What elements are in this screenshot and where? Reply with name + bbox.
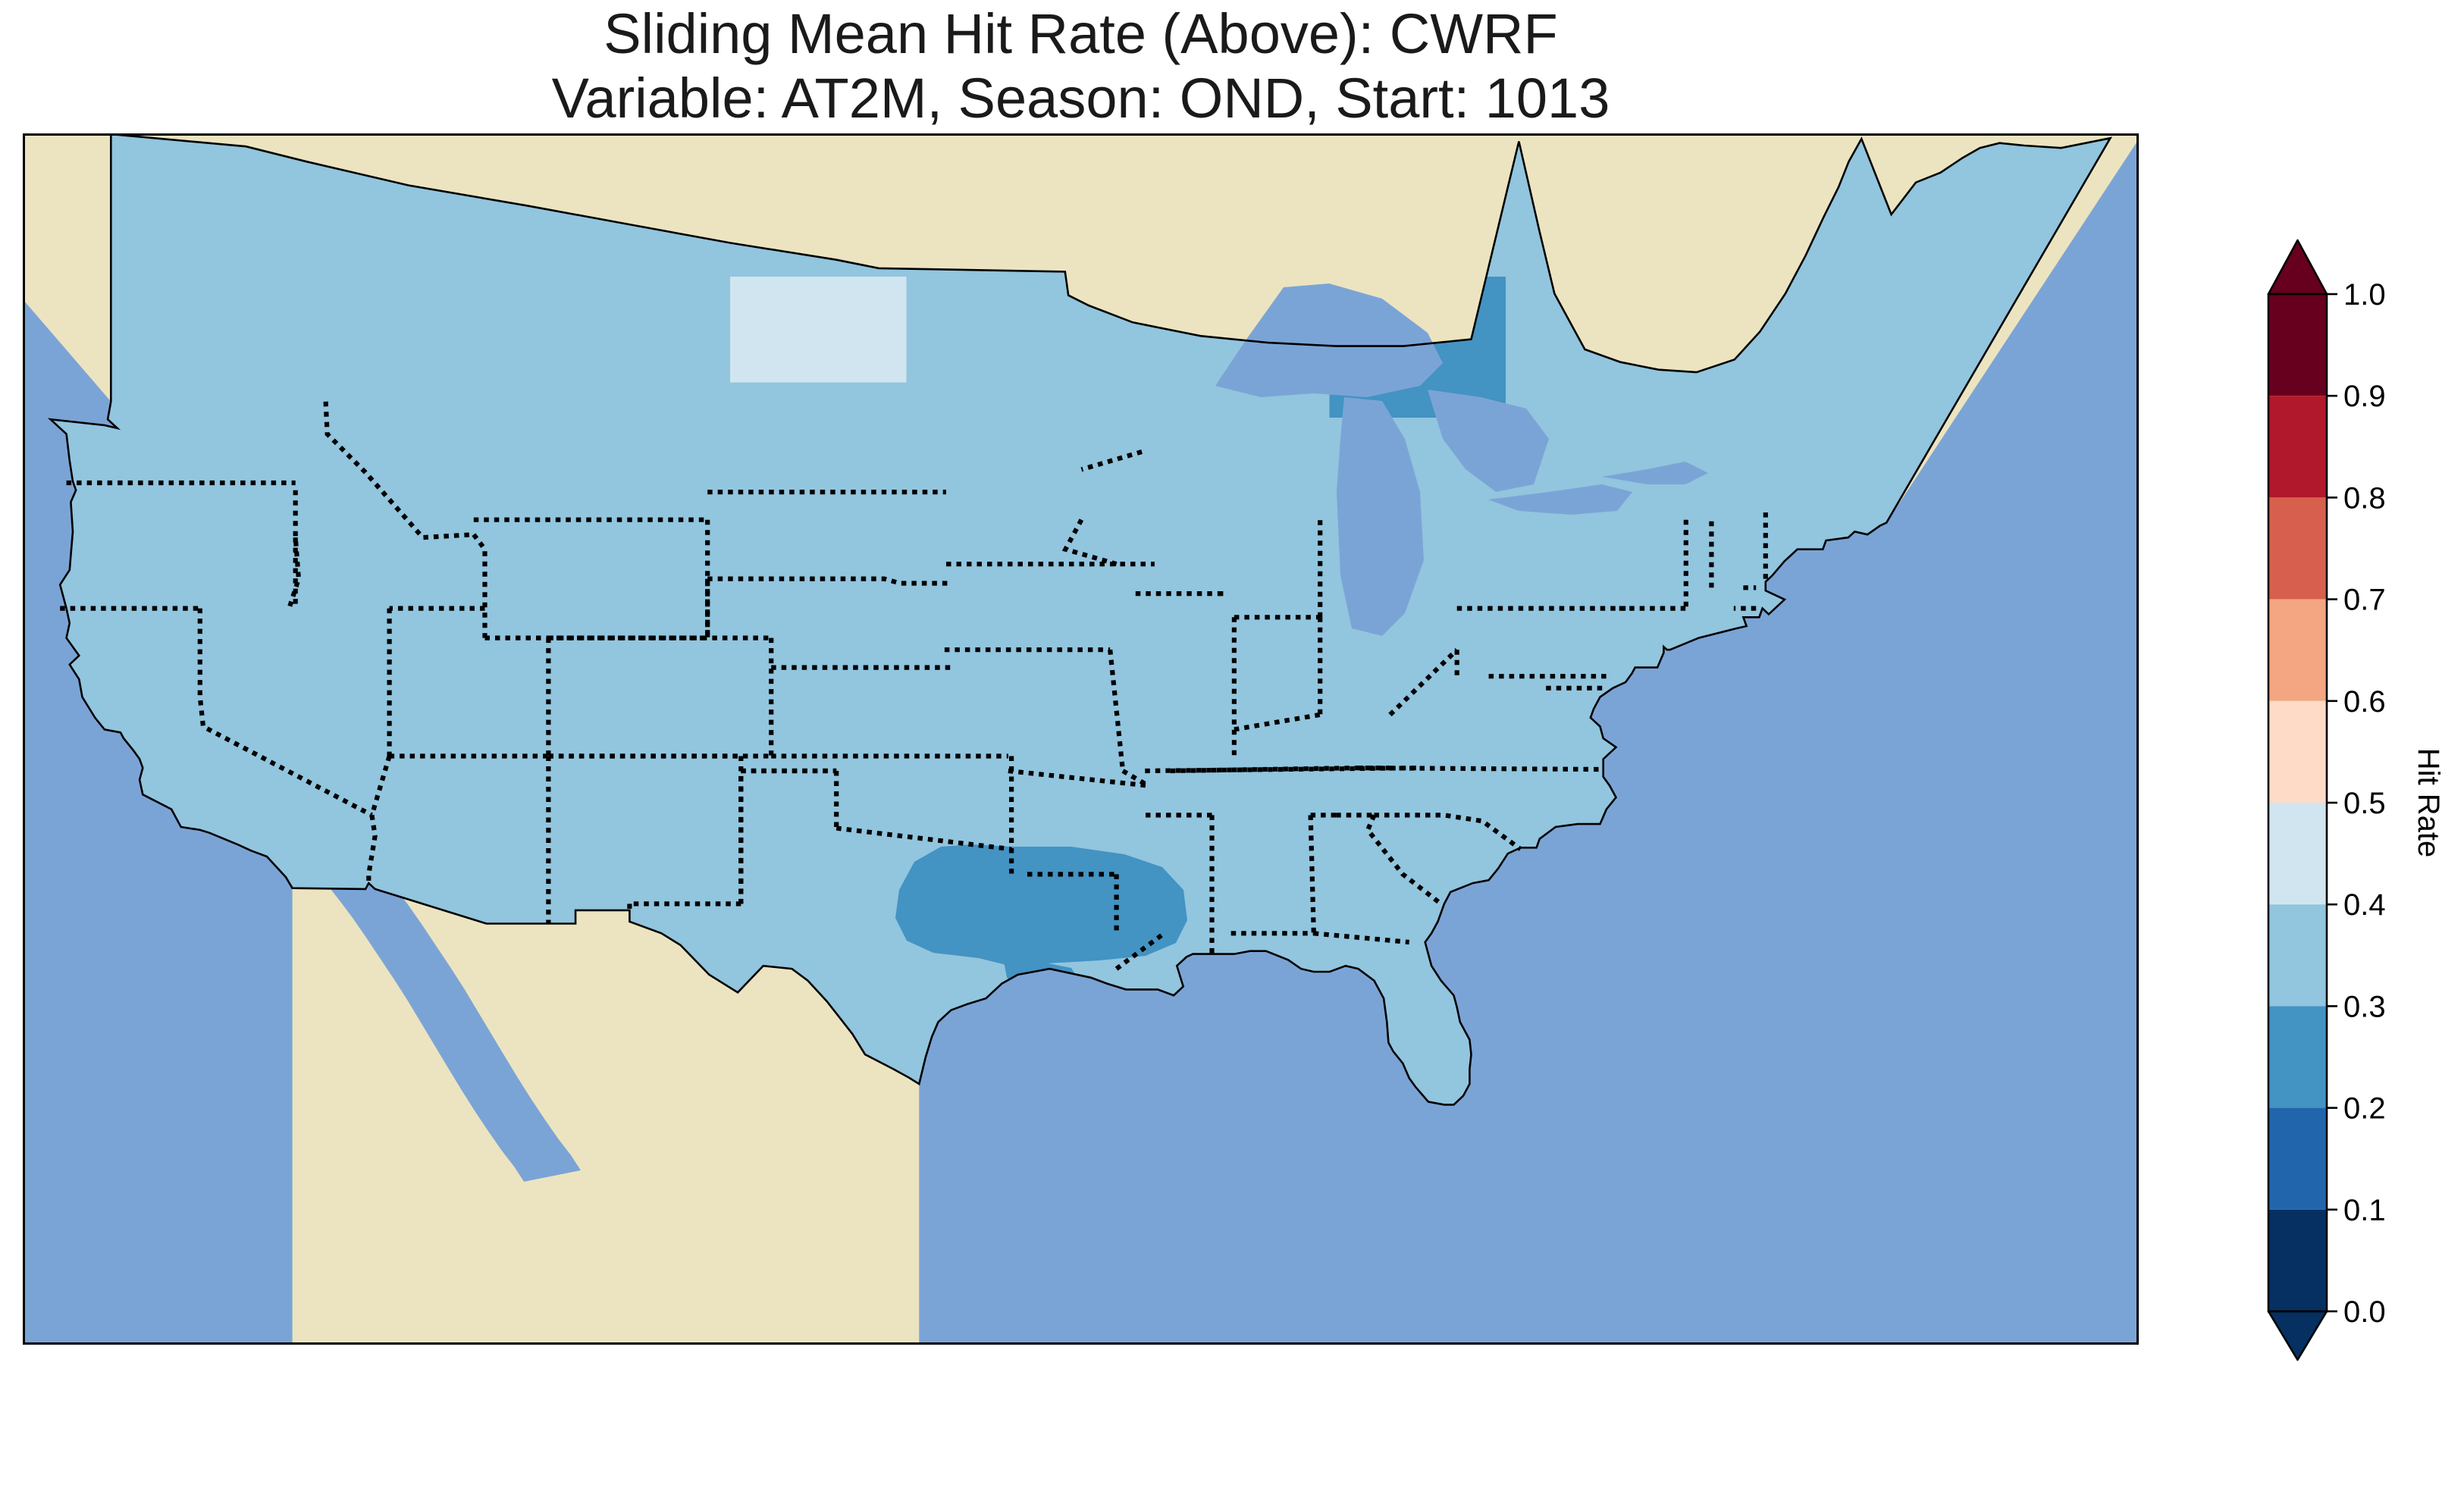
svg-text:0.8: 0.8 bbox=[2343, 481, 2386, 515]
svg-text:1.0: 1.0 bbox=[2343, 278, 2386, 312]
svg-text:0.4: 0.4 bbox=[2343, 888, 2386, 922]
svg-text:0.3: 0.3 bbox=[2343, 990, 2386, 1023]
svg-text:0.7: 0.7 bbox=[2343, 584, 2386, 617]
svg-text:0.5: 0.5 bbox=[2343, 787, 2386, 820]
svg-text:0.2: 0.2 bbox=[2343, 1092, 2386, 1126]
svg-text:0.1: 0.1 bbox=[2343, 1194, 2386, 1227]
svg-text:0.6: 0.6 bbox=[2343, 685, 2386, 719]
svg-text:Hit Rate: Hit Rate bbox=[2412, 748, 2445, 858]
svg-text:0.0: 0.0 bbox=[2343, 1295, 2386, 1329]
svg-text:0.9: 0.9 bbox=[2343, 380, 2386, 413]
